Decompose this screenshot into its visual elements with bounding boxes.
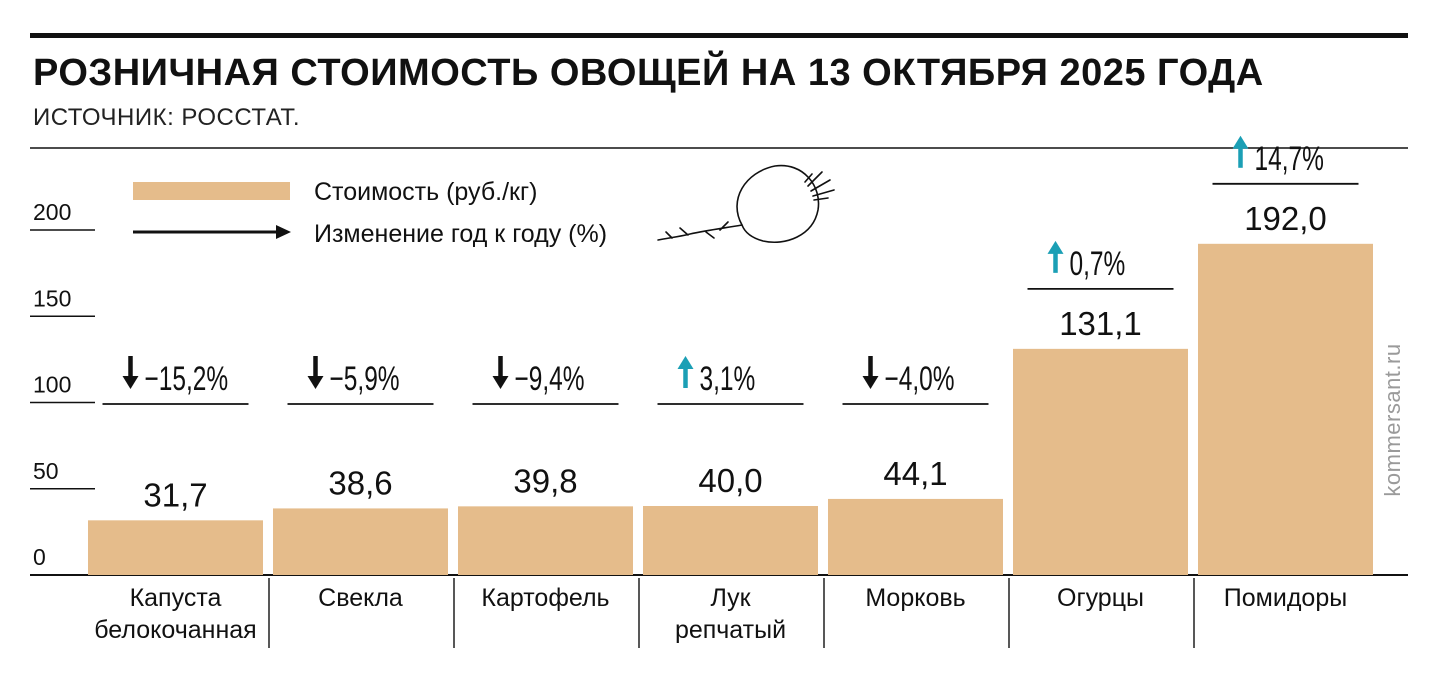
change-label: −4,0% — [885, 360, 955, 398]
arrow-down-icon — [122, 356, 139, 389]
bar-value-label: 38,6 — [328, 464, 392, 501]
bar — [273, 508, 448, 575]
change-annotations: −15,2% −5,9% −9,4% 3,1% −4,0% 0,7% 14,7% — [102, 135, 1359, 405]
legend-cost-label: Стоимость (руб./кг) — [314, 178, 537, 206]
arrow-down-icon — [862, 356, 879, 389]
legend: Стоимость (руб./кг) Изменение год к году… — [133, 178, 607, 248]
bar — [458, 506, 633, 575]
bar — [643, 506, 818, 575]
bar-value-label: 40,0 — [698, 462, 762, 499]
category-label: Картофель — [481, 584, 610, 612]
y-tick-label: 150 — [33, 285, 71, 311]
category-label: Капуста белокочанная — [94, 584, 257, 644]
chart-title: РОЗНИЧНАЯ СТОИМОСТЬ ОВОЩЕЙ НА 13 ОКТЯБРЯ… — [33, 52, 1264, 94]
beet-icon — [657, 164, 835, 243]
category-label: Лук репчатый — [674, 584, 787, 644]
legend-change-label: Изменение год к году (%) — [314, 220, 607, 248]
legend-arrow-icon — [276, 225, 291, 239]
arrow-down-icon — [492, 356, 509, 389]
change-label: 0,7% — [1070, 245, 1126, 283]
arrow-up-icon — [1232, 135, 1249, 168]
bar-value-label: 131,1 — [1059, 305, 1142, 342]
bar — [828, 498, 1003, 575]
change-label: −5,9% — [330, 360, 400, 398]
category-separators — [268, 578, 1195, 648]
y-tick-label: 0 — [33, 544, 46, 570]
y-tick-label: 100 — [33, 372, 71, 398]
bar-value-label: 31,7 — [143, 476, 207, 513]
change-label: −9,4% — [515, 360, 585, 398]
category-label: Огурцы — [1057, 584, 1144, 612]
category-label: Морковь — [865, 584, 966, 612]
bar — [1013, 348, 1188, 575]
arrow-down-icon — [307, 356, 324, 389]
change-label: −15,2% — [145, 360, 229, 398]
bar-value-label: 39,8 — [513, 462, 577, 499]
bars — [88, 243, 1373, 576]
category-label: Помидоры — [1223, 584, 1348, 612]
arrow-up-icon — [677, 356, 694, 388]
y-tick-label: 200 — [33, 199, 71, 225]
bar-value-label: 192,0 — [1244, 200, 1327, 237]
top-rule — [30, 33, 1408, 38]
chart-source: ИСТОЧНИК: РОССТАТ. — [33, 104, 301, 131]
bar-value-label: 44,1 — [883, 455, 947, 492]
category-label: Свекла — [318, 584, 403, 612]
bar — [88, 520, 263, 575]
change-label: 3,1% — [700, 360, 756, 398]
change-label: 14,7% — [1255, 140, 1324, 178]
y-tick-label: 50 — [33, 458, 59, 484]
value-labels: 31,7 38,6 39,8 40,0 44,1 131,1 192,0 — [143, 200, 1326, 514]
bar — [1198, 243, 1373, 576]
y-axis: 0 50 100 150 200 — [30, 199, 95, 570]
arrow-up-icon — [1047, 240, 1064, 273]
legend-cost-swatch — [133, 182, 290, 200]
